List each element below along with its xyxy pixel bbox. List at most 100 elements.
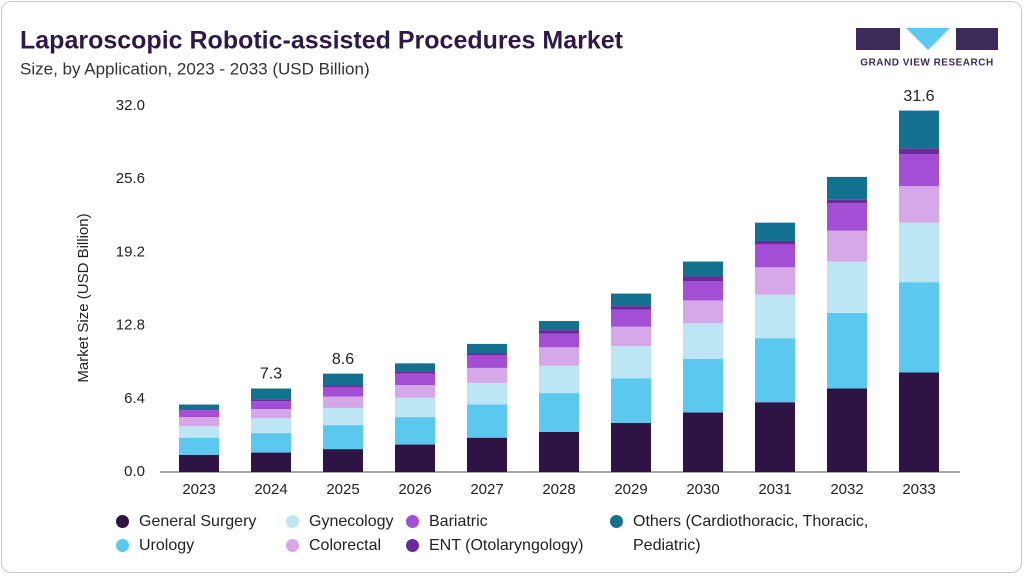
y-tick-label: 19.2 [116, 243, 145, 260]
bar-segment [755, 222, 795, 241]
x-tick-label: 2031 [758, 481, 791, 498]
bar-segment [683, 280, 723, 301]
bar-segment [827, 313, 867, 389]
bar-segment [611, 326, 651, 347]
bar-segment [179, 426, 219, 438]
bar-segment [179, 454, 219, 472]
bar-segment [323, 425, 363, 450]
bar-segment [467, 343, 507, 354]
bar-segment [899, 282, 939, 373]
x-tick-label: 2023 [182, 481, 215, 498]
bar-segment [395, 385, 435, 398]
bar-segment [467, 353, 507, 356]
legend-label: Colorectal [309, 537, 382, 554]
bar-segment [539, 431, 579, 472]
bar-segment [539, 330, 579, 334]
bar-segment [827, 176, 867, 200]
x-tick-label: 2028 [542, 481, 575, 498]
bar-segment [755, 402, 795, 472]
bar-segment [395, 373, 435, 386]
bar-segment [323, 385, 363, 388]
legend-label: General Surgery [139, 513, 257, 530]
legend-label: Urology [139, 537, 195, 554]
bar-segment [755, 294, 795, 339]
x-tick-label: 2027 [470, 481, 503, 498]
x-tick-label: 2033 [902, 481, 935, 498]
bar-segment [251, 401, 291, 410]
y-tick-label: 0.0 [124, 463, 145, 480]
bar-segment [323, 373, 363, 386]
chart-subtitle: Size, by Application, 2023 - 2033 (USD B… [20, 59, 370, 78]
legend-item: Bariatric [406, 510, 488, 534]
x-tick-label: 2029 [614, 481, 647, 498]
x-tick-label: 2025 [326, 481, 359, 498]
chart-title: Laparoscopic Robotic-assisted Procedures… [20, 27, 624, 55]
bar-segment [251, 399, 291, 402]
y-tick-label: 12.8 [116, 317, 145, 334]
bar-segment [395, 397, 435, 418]
legend-item: Urology [116, 534, 194, 558]
bar-segment [395, 444, 435, 472]
bar-segment [395, 363, 435, 372]
bar-segment [539, 365, 579, 394]
y-tick-label: 25.6 [116, 170, 145, 187]
legend-label: Gynecology [309, 513, 394, 530]
bar-segment [251, 418, 291, 434]
bar-segment [827, 203, 867, 231]
bar-segment [179, 404, 219, 410]
bar-segment [467, 355, 507, 368]
bar-segment [539, 393, 579, 432]
bar-segment [323, 407, 363, 426]
bar-segment [683, 323, 723, 359]
x-tick-label: 2026 [398, 481, 431, 498]
bar-segment [611, 309, 651, 327]
bar-segment [683, 261, 723, 277]
logo-text: GRAND VIEW RESEARCH [860, 58, 993, 69]
bar-segment [467, 404, 507, 438]
bar-segment [827, 388, 867, 472]
x-tick-label: 2024 [254, 481, 287, 498]
bar-segment [755, 244, 795, 268]
legend-swatch [116, 515, 129, 528]
legend-swatch [116, 539, 129, 552]
bar-segment [611, 346, 651, 379]
legend-label: Bariatric [429, 513, 488, 530]
bar-segment [467, 382, 507, 405]
bar-segment [539, 321, 579, 331]
legend-item: Others (Cardiothoracic, Thoracic, Pediat… [610, 510, 910, 558]
bar-segment [827, 230, 867, 262]
total-label: 8.6 [332, 351, 354, 368]
bar-segment [179, 409, 219, 411]
legend-swatch [406, 539, 419, 552]
bar-segment [395, 371, 435, 374]
legend-item: ENT (Otolaryngology) [406, 534, 583, 558]
bar-segment [323, 387, 363, 397]
bar-segment [611, 422, 651, 472]
legend: General Surgery Urology Gynecology Colorect… [116, 510, 996, 570]
bar-segment [611, 306, 651, 310]
bar-segment [179, 417, 219, 427]
bar-segment [683, 300, 723, 324]
bar-segment [755, 267, 795, 295]
bar-segment [251, 388, 291, 400]
bar-segment [179, 410, 219, 418]
bar-segment [755, 240, 795, 245]
y-tick-label: 32.0 [116, 97, 145, 114]
legend-item: General Surgery [116, 510, 256, 534]
bar-segment [683, 358, 723, 413]
bar-segment [899, 110, 939, 149]
bar-segment [899, 222, 939, 283]
total-label: 31.6 [903, 88, 934, 105]
bar-segment [467, 367, 507, 383]
y-axis-title: Market Size (USD Billion) [75, 213, 92, 382]
x-tick-label: 2032 [830, 481, 863, 498]
bar-segment [611, 378, 651, 423]
bar-segment [323, 449, 363, 472]
bar-segment [251, 452, 291, 472]
bar-segment [899, 372, 939, 472]
legend-swatch [286, 515, 299, 528]
legend-label: ENT (Otolaryngology) [429, 537, 584, 554]
